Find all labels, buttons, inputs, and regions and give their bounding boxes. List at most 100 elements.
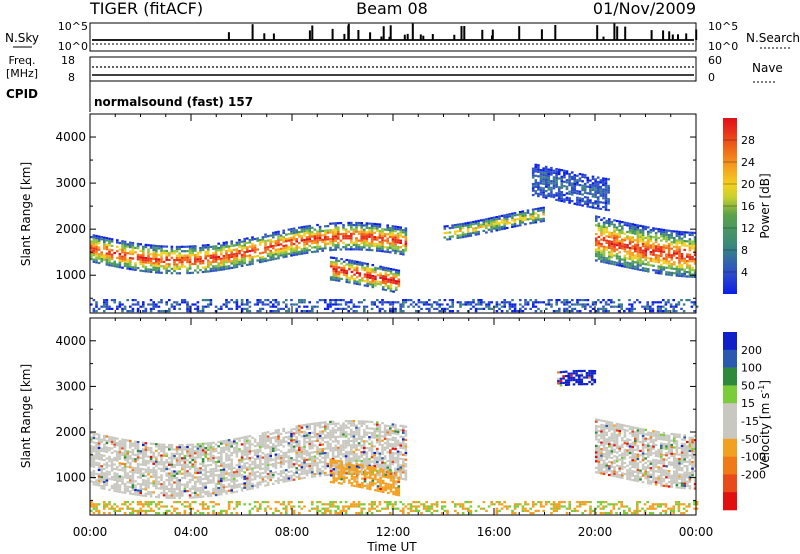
data-cell [339, 444, 343, 447]
data-cell [688, 233, 692, 236]
data-cell [573, 187, 577, 190]
data-cell [277, 254, 280, 258]
data-cell [620, 303, 623, 306]
data-cell [212, 450, 215, 453]
data-cell [313, 459, 317, 462]
data-cell [246, 453, 249, 456]
data-cell [212, 245, 215, 248]
data-cell [597, 235, 601, 238]
data-cell [563, 171, 566, 175]
data-cell [188, 467, 192, 471]
data-cell [631, 229, 634, 232]
data-cell [295, 458, 298, 461]
data-cell [344, 228, 348, 231]
data-cell [217, 482, 220, 485]
data-cell [298, 451, 301, 454]
data-cell [126, 452, 129, 455]
data-cell [160, 450, 163, 453]
data-cell [487, 303, 491, 306]
data-cell [199, 269, 202, 272]
data-cell [623, 254, 627, 257]
data-cell [342, 453, 345, 456]
data-cell [243, 477, 246, 481]
data-cell [251, 245, 254, 248]
data-cell [108, 244, 111, 247]
data-cell [246, 250, 249, 253]
data-cell [608, 253, 611, 256]
data-cell [175, 256, 179, 259]
data-cell [277, 248, 280, 251]
data-cell [285, 240, 288, 243]
data-cell [285, 473, 288, 476]
data-cell [683, 275, 686, 278]
data-cell [142, 463, 145, 466]
data-cell [363, 246, 366, 249]
data-cell [667, 247, 671, 250]
data-cell [225, 472, 228, 475]
data-cell [472, 229, 475, 232]
data-cell [537, 301, 540, 304]
data-cell [248, 468, 252, 471]
data-cell [578, 190, 582, 193]
data-cell [621, 258, 624, 261]
data-cell [168, 479, 171, 482]
data-cell [183, 461, 187, 464]
data-cell [366, 276, 369, 279]
data-cell [693, 245, 697, 248]
data-cell [384, 288, 388, 292]
data-cell [329, 442, 332, 445]
data-cell [675, 256, 679, 260]
data-cell [318, 450, 322, 453]
data-cell [657, 230, 660, 233]
data-cell [144, 461, 148, 465]
data-cell [342, 466, 345, 469]
data-cell [134, 440, 137, 443]
data-cell [235, 479, 239, 482]
data-cell [204, 466, 207, 469]
data-cell [212, 479, 215, 482]
data-cell [688, 247, 692, 250]
data-cell [485, 227, 488, 230]
data-cell [290, 230, 293, 233]
noise-spike [308, 30, 311, 40]
data-cell [678, 272, 681, 275]
data-cell [240, 307, 244, 310]
data-cell [547, 192, 551, 195]
data-cell [225, 265, 228, 268]
data-cell [636, 268, 640, 271]
data-cell [321, 450, 324, 453]
data-cell [334, 226, 337, 229]
data-cell [272, 463, 275, 466]
data-cell [456, 225, 460, 228]
data-cell [97, 239, 101, 243]
data-cell [95, 237, 98, 240]
data-cell [352, 224, 356, 227]
data-cell [186, 472, 189, 475]
data-cell [378, 232, 382, 235]
data-cell [191, 485, 194, 488]
data-cell [220, 449, 223, 452]
data-cell [347, 450, 350, 453]
data-cell [220, 244, 223, 247]
data-cell [394, 225, 397, 228]
data-cell [643, 307, 647, 310]
data-cell [396, 301, 400, 304]
data-cell [360, 301, 363, 304]
data-cell [227, 265, 231, 268]
data-cell [131, 449, 135, 452]
data-cell [238, 239, 241, 242]
data-cell [347, 224, 350, 227]
data-cell [615, 305, 618, 308]
data-cell [222, 268, 226, 271]
data-cell [287, 437, 291, 440]
data-cell [565, 196, 569, 199]
data-cell [584, 307, 587, 310]
data-cell [201, 495, 205, 498]
data-cell [683, 257, 686, 260]
data-cell [378, 225, 382, 228]
data-cell [477, 307, 480, 310]
data-cell [303, 472, 306, 475]
data-cell [264, 442, 267, 445]
data-cell [604, 202, 608, 205]
data-cell [116, 450, 119, 453]
